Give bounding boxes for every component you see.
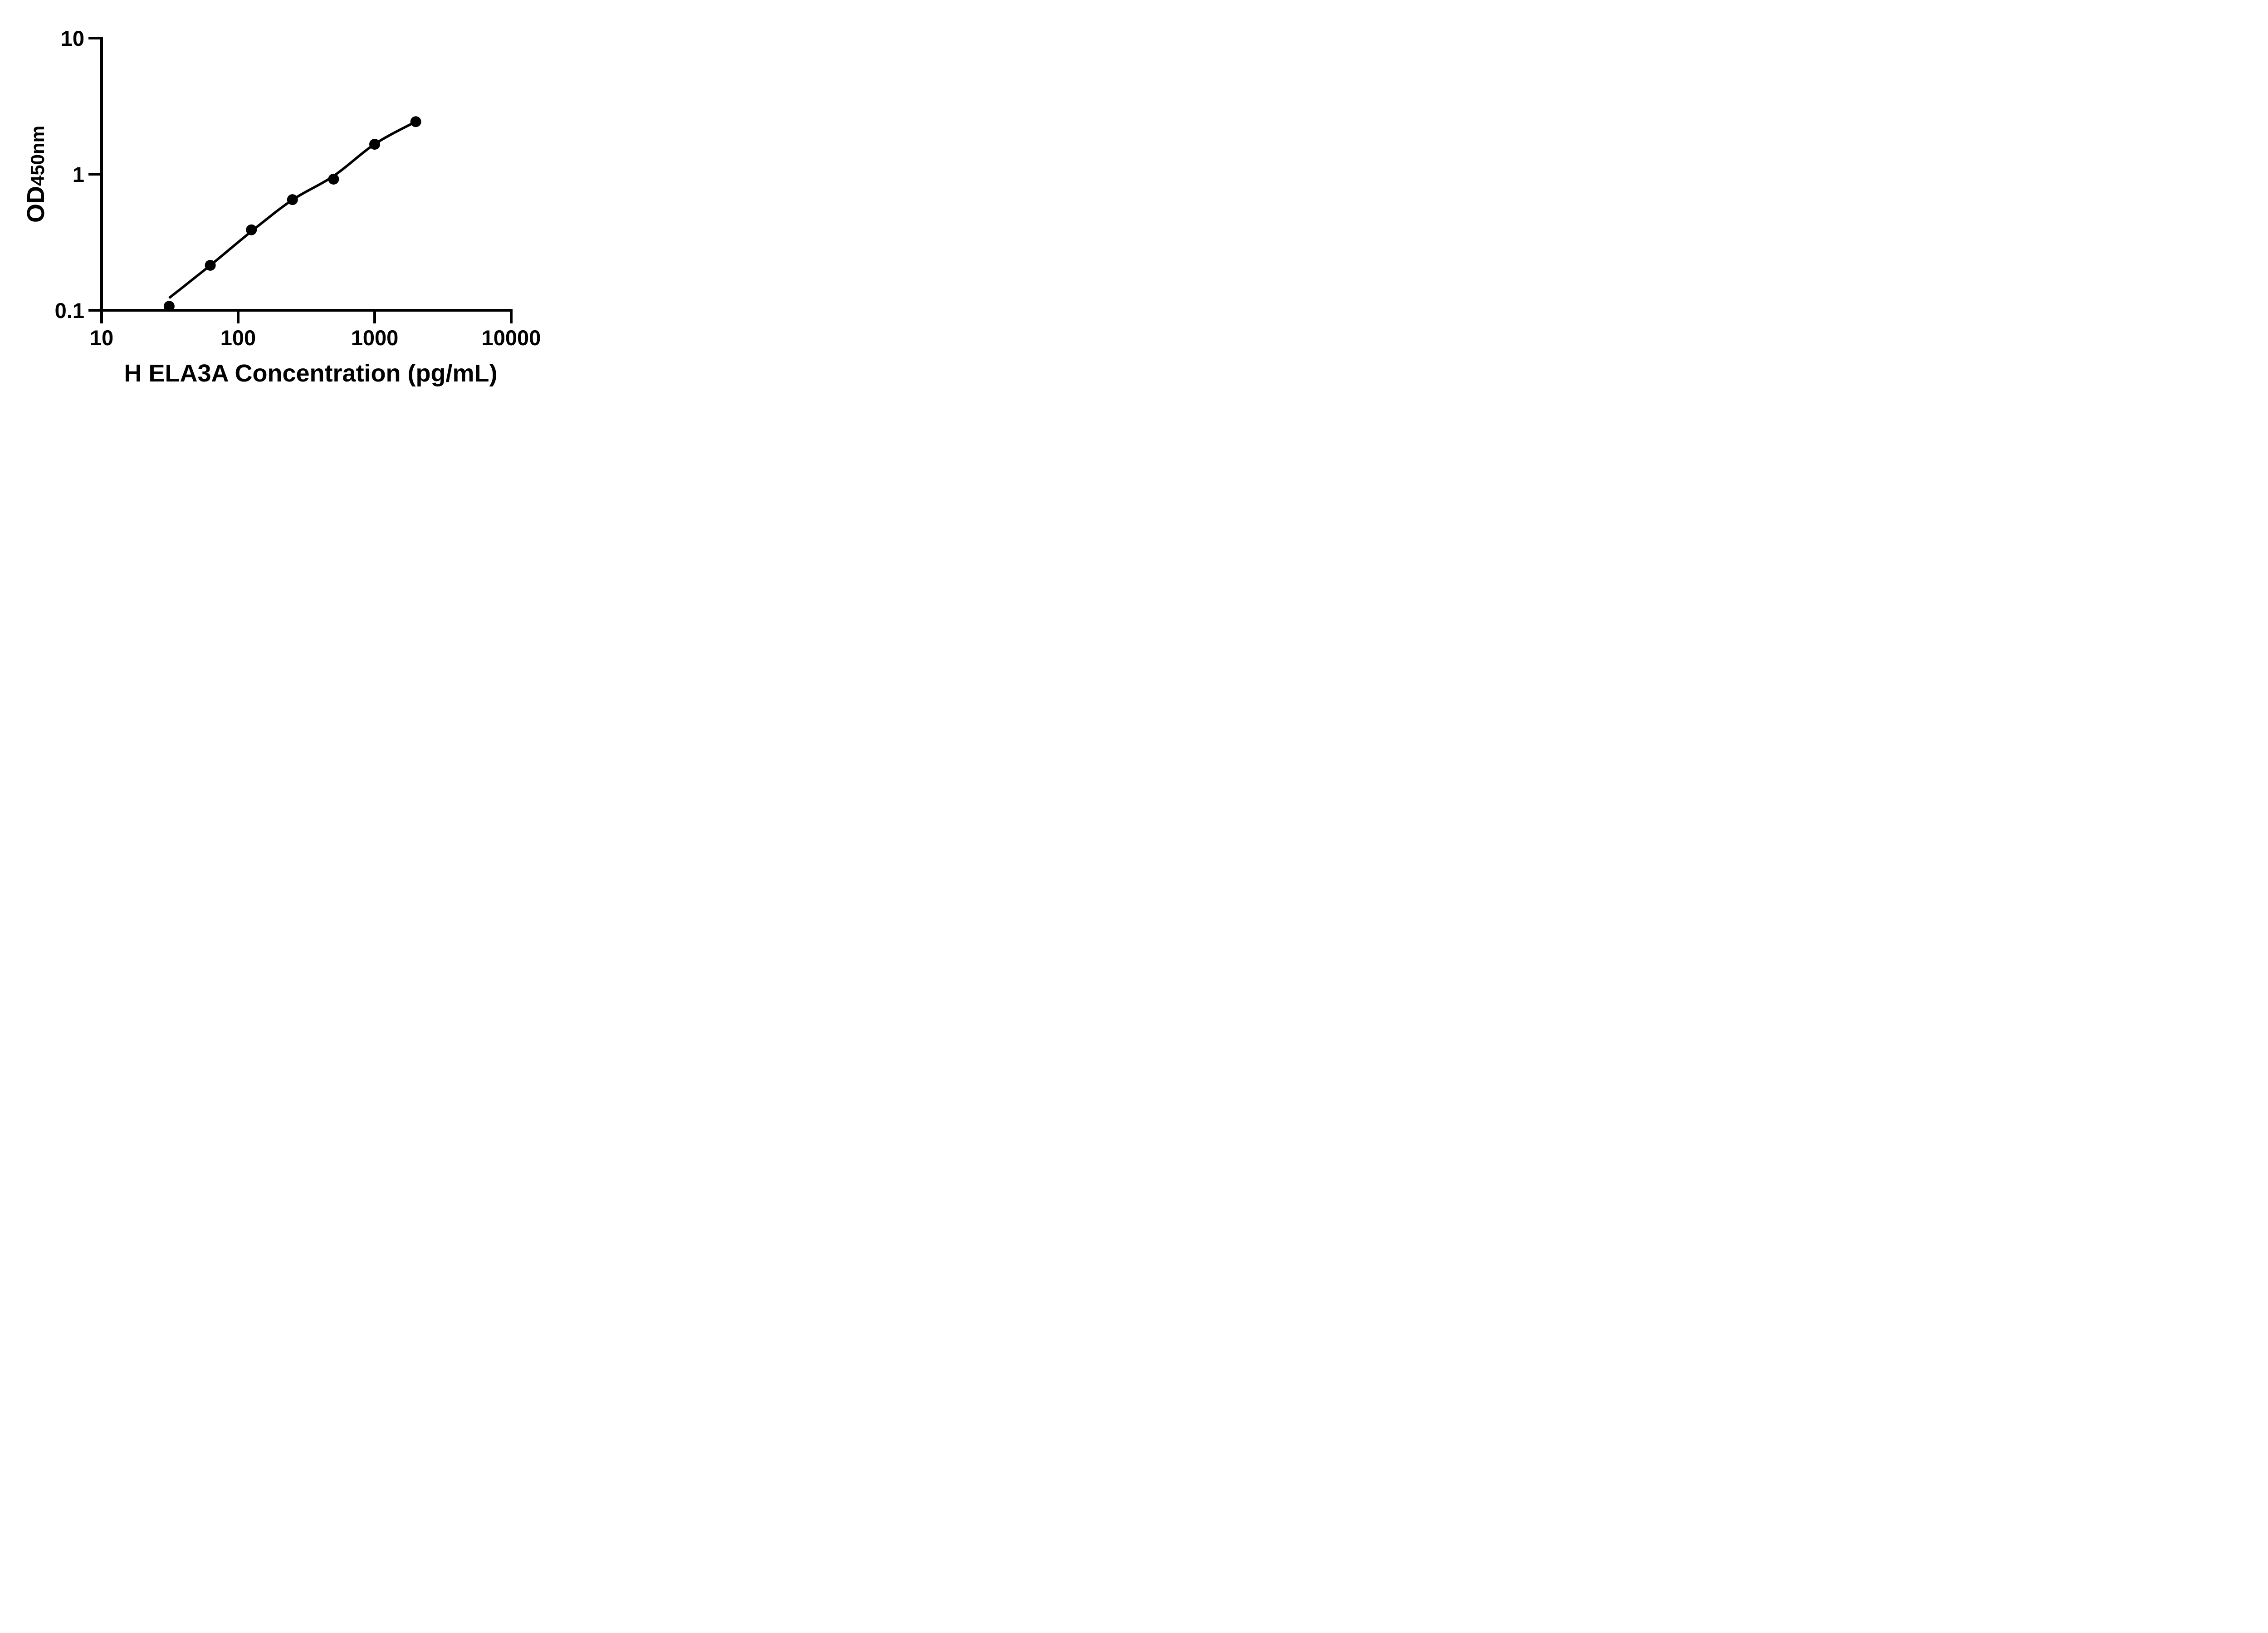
data-point	[410, 116, 421, 127]
y-axis-title-main: OD	[22, 186, 49, 223]
x-axis-title: H ELA3A Concentration (pg/mL)	[124, 360, 498, 387]
data-point	[369, 139, 380, 150]
data-points	[163, 116, 421, 312]
x-tick-label-10000: 10000	[482, 326, 541, 350]
x-tick-label-100: 100	[220, 326, 256, 350]
axes	[100, 37, 513, 312]
data-point	[287, 194, 298, 205]
x-tick-label-1000: 1000	[351, 326, 399, 350]
y-axis-title-subscript: 450nm	[27, 126, 48, 186]
data-point	[328, 173, 339, 185]
x-tick-label-10: 10	[90, 326, 113, 350]
y-axis-title: OD450nm	[22, 126, 49, 223]
data-point	[205, 259, 216, 271]
standard-curve-plot: 10 100 1000 10000 0.1 1 10 H ELA3A Concentrat…	[22, 26, 541, 387]
y-axis-ticks: 0.1 1 10	[55, 26, 102, 323]
fit-curve-path	[168, 120, 416, 299]
data-point	[246, 224, 257, 235]
y-tick-label-0.1: 0.1	[55, 298, 84, 323]
x-axis-ticks: 10 100 1000 10000	[90, 310, 541, 350]
elisa-standard-curve-figure: 10 100 1000 10000 0.1 1 10 H ELA3A Concentrat…	[0, 0, 572, 408]
y-tick-label-1: 1	[73, 162, 84, 186]
data-point	[163, 301, 175, 312]
fit-curve	[168, 120, 416, 299]
y-tick-label-10: 10	[61, 26, 84, 50]
